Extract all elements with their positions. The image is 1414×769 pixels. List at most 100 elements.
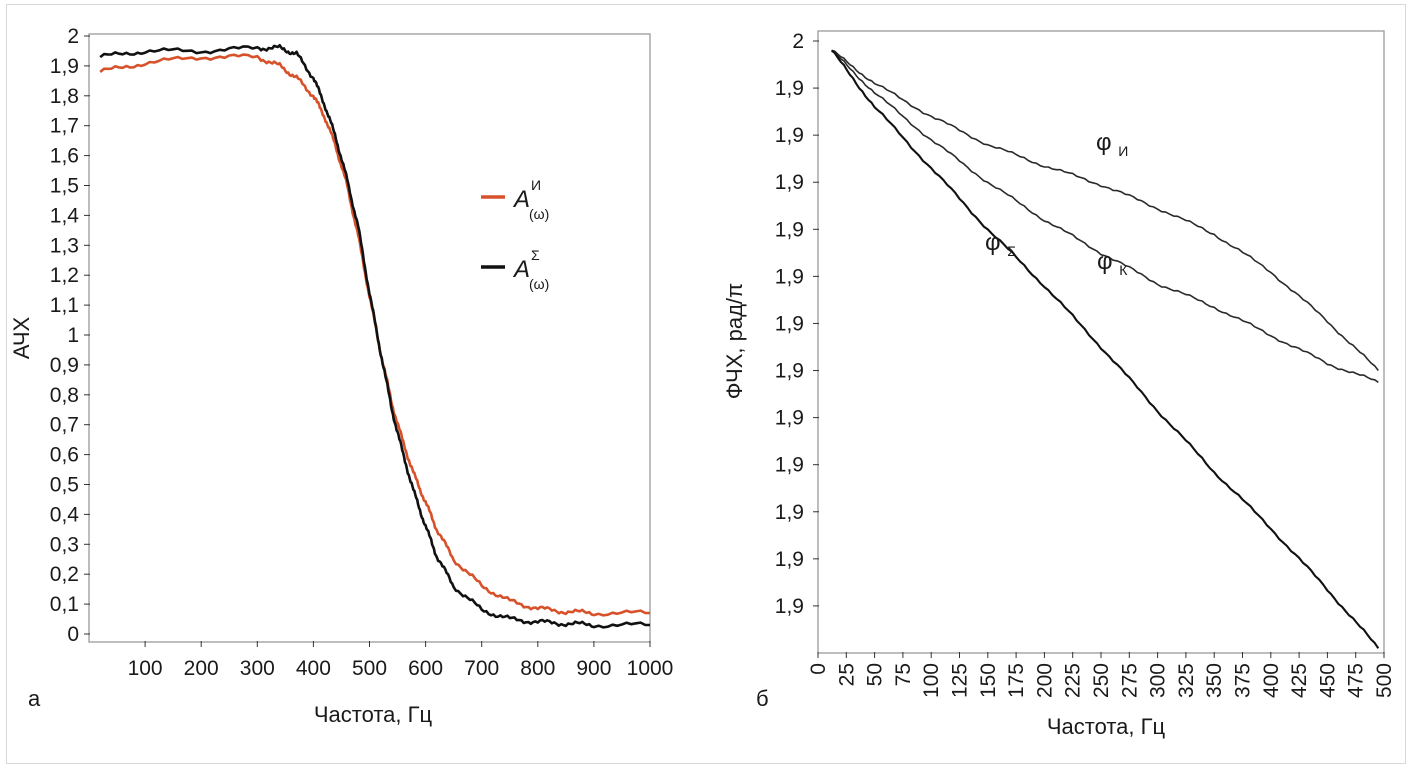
tick-label-b-y-2: 1,9 [775, 124, 804, 147]
legend-label-a-ii-sup: И [531, 177, 541, 193]
tick-label-a-y-9: 0,9 [50, 354, 79, 377]
tick-label-b-x-0: 0 [807, 663, 830, 675]
chart-a-legend: A И (ω) A Σ (ω) [481, 177, 549, 292]
annotation-phi-ii-main: φ [1096, 129, 1112, 156]
chart-a-ylabel: АЧХ [9, 317, 34, 360]
annotation-phi-k-sub: К [1119, 262, 1128, 278]
tick-label-b-x-2: 50 [864, 663, 887, 686]
tick-label-a-x-7: 800 [520, 657, 555, 680]
tick-label-b-y-8: 1,9 [775, 407, 804, 430]
tick-label-b-x-17: 425 [1288, 663, 1311, 698]
tick-label-b-y-11: 1,9 [775, 548, 804, 571]
chart-b-ylabel: ФЧХ, рад/π [722, 283, 747, 399]
chart-a-layer: 0 0,1 0,2 0,3 0,4 0,5 0,6 0,7 0,8 0,9 1 1,1 1,2 1,3 1,… [50, 25, 674, 680]
legend-label-a-sigma-sup: Σ [531, 247, 540, 263]
tick-label-a-y-13: 1,3 [50, 234, 79, 257]
annotation-phi-ii-sub: И [1118, 143, 1128, 159]
tick-label-b-x-16: 400 [1260, 663, 1283, 698]
tick-label-b-x-11: 275 [1118, 663, 1141, 698]
tick-label-a-x-0: 100 [128, 657, 163, 680]
tick-label-a-y-16: 1,6 [50, 145, 79, 168]
legend-item-a-ii: A И (ω) [481, 177, 549, 222]
tick-label-b-y-4: 1,9 [775, 218, 804, 241]
tick-label-b-y-0: 2 [792, 30, 804, 53]
legend-item-a-sigma: A Σ (ω) [481, 239, 549, 292]
annotation-phi-sigma-sub: Σ [1007, 243, 1016, 259]
tick-label-a-x-6: 700 [464, 657, 499, 680]
tick-label-a-x-3: 400 [296, 657, 331, 680]
tick-label-a-y-8: 0,8 [50, 384, 79, 407]
legend-label-a-ii-sub: (ω) [529, 206, 549, 222]
tick-label-a-x-8: 900 [576, 657, 611, 680]
chart-b-layer: 2 1,9 1,9 1,9 1,9 1,9 1,9 1,9 1,9 1,9 1,9 1,9 1,9 0 25… [775, 30, 1396, 698]
tick-label-b-x-15: 375 [1232, 663, 1255, 698]
tick-label-b-x-13: 325 [1175, 663, 1198, 698]
tick-label-b-x-9: 225 [1062, 663, 1085, 698]
tick-label-b-y-9: 1,9 [775, 454, 804, 477]
tick-label-a-y-5: 0,5 [50, 474, 79, 497]
tick-label-a-y-7: 0,7 [50, 414, 79, 437]
tick-label-a-y-0: 0 [67, 623, 79, 646]
tick-label-a-y-11: 1,1 [50, 294, 79, 317]
tick-label-b-y-12: 1,9 [775, 595, 804, 618]
plot-area-a [88, 33, 651, 643]
tick-label-b-y-5: 1,9 [775, 265, 804, 288]
annotation-phi-ii: φ И [1096, 129, 1128, 159]
tick-label-a-x-9: 1000 [627, 657, 674, 680]
tick-label-b-x-4: 100 [920, 663, 943, 698]
legend-label-a-sigma-main: A [512, 256, 529, 283]
series-b-phi-sigma-line [830, 49, 1380, 649]
tick-label-a-y-1: 0,1 [50, 593, 79, 616]
chart-a-panel-label: а [28, 686, 41, 711]
tick-label-a-y-3: 0,3 [50, 533, 79, 556]
chart-b-xlabel: Частота, Гц [1047, 714, 1166, 739]
tick-label-b-x-14: 350 [1203, 663, 1226, 698]
annotation-phi-k: φ К [1097, 248, 1128, 278]
tick-label-a-y-6: 0,6 [50, 444, 79, 467]
tick-label-b-y-3: 1,9 [775, 171, 804, 194]
tick-label-a-x-4: 500 [352, 657, 387, 680]
tick-label-a-x-1: 200 [184, 657, 219, 680]
chart-b-panel-label: б [756, 686, 769, 711]
tick-label-b-x-10: 250 [1090, 663, 1113, 698]
tick-label-b-x-8: 200 [1033, 663, 1056, 698]
tick-label-a-y-14: 1,4 [50, 204, 80, 227]
tick-label-a-y-12: 1,2 [50, 264, 79, 287]
tick-label-a-y-2: 0,2 [50, 563, 79, 586]
tick-label-a-y-19: 1,9 [50, 55, 79, 78]
legend-label-a-sigma: A Σ (ω) [512, 239, 549, 292]
tick-label-b-x-5: 125 [949, 663, 972, 698]
tick-label-a-x-2: 300 [240, 657, 275, 680]
tick-label-b-x-20: 500 [1373, 663, 1396, 698]
legend-label-a-ii-main: A [512, 186, 529, 213]
tick-label-b-x-1: 25 [835, 663, 858, 686]
tick-label-a-x-5: 600 [408, 657, 443, 680]
tick-label-b-y-1: 1,9 [775, 77, 804, 100]
tick-label-a-y-20: 2 [67, 25, 79, 48]
series-b-phi-k-line [831, 49, 1379, 383]
annotation-phi-sigma-main: φ [985, 229, 1001, 256]
tick-label-b-x-12: 300 [1147, 663, 1170, 698]
legend-label-a-sigma-sub: (ω) [529, 276, 549, 292]
annotation-phi-sigma: φ Σ [985, 229, 1016, 259]
figure-frame [6, 4, 1406, 764]
series-b-phi-ii-line [831, 49, 1379, 371]
tick-label-b-x-19: 475 [1345, 663, 1368, 698]
annotation-phi-k-main: φ [1097, 248, 1113, 275]
chart-a-xlabel: Частота, Гц [314, 702, 433, 727]
tick-label-a-y-10: 1 [67, 324, 79, 347]
tick-label-b-y-10: 1,9 [775, 501, 804, 524]
tick-label-b-x-18: 450 [1316, 663, 1339, 698]
tick-label-b-x-3: 75 [892, 663, 915, 686]
tick-label-a-y-4: 0,4 [50, 503, 80, 526]
tick-label-a-y-17: 1,7 [50, 115, 79, 138]
tick-label-a-y-18: 1,8 [50, 85, 79, 108]
series-a-ii-line [99, 53, 651, 617]
plot-area-b [817, 30, 1385, 654]
tick-label-b-y-6: 1,9 [775, 312, 804, 335]
series-a-sigma-line [99, 43, 650, 629]
tick-label-b-x-7: 175 [1005, 663, 1028, 698]
tick-label-b-y-7: 1,9 [775, 360, 804, 383]
tick-label-a-y-15: 1,5 [50, 175, 79, 198]
